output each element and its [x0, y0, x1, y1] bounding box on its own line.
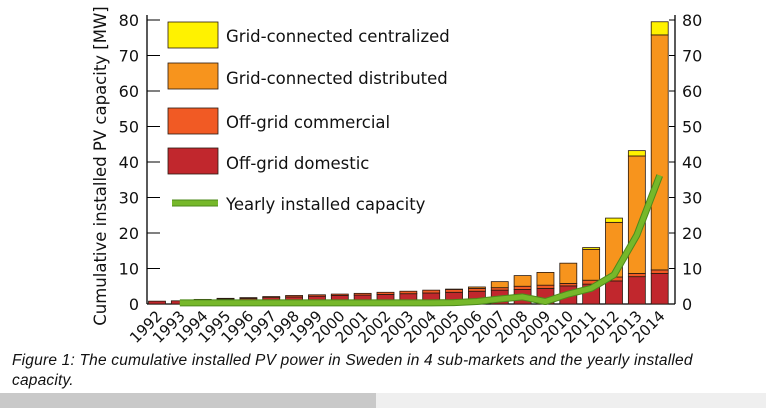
left-y-tick-label: 10	[119, 260, 139, 279]
bar-grid-connected-centralized-2014	[650, 21, 669, 36]
right-y-tick-label: 60	[682, 82, 702, 101]
left-y-tick-label: 40	[119, 153, 139, 172]
yearly-capacity-line	[179, 174, 663, 306]
bar-off-grid-commercial-2005	[445, 289, 463, 293]
legend-label: Grid-connected distributed	[226, 69, 448, 88]
scrollbar-track[interactable]	[376, 393, 766, 408]
left-y-tick-label: 30	[119, 189, 139, 208]
bar-off-grid-commercial-2003	[399, 290, 418, 295]
bar-off-grid-commercial-2001	[353, 292, 372, 296]
bar-off-grid-commercial-1999	[308, 294, 326, 297]
right-y-tick-label: 30	[682, 189, 702, 208]
figure-caption-line-1: Figure 1: The cumulative installed PV po…	[12, 352, 693, 369]
figure-caption-line-2: capacity.	[12, 372, 74, 389]
y-axis-label: Cumulative installed PV capacity [MW]	[91, 6, 110, 326]
bar-off-grid-domestic-2012	[605, 280, 623, 305]
bar-off-grid-domestic-1992	[148, 300, 166, 305]
bar-off-grid-commercial-2008	[513, 285, 532, 290]
bar-off-grid-commercial-2009	[536, 284, 555, 289]
legend-swatch-off-grid-domestic	[167, 147, 219, 175]
bar-off-grid-commercial-1996	[239, 297, 258, 299]
bar-grid-connected-centralized-2012	[605, 217, 623, 223]
bar-grid-connected-distributed-2011	[582, 248, 601, 281]
right-y-tick-label: 20	[682, 224, 702, 243]
bar-grid-connected-centralized-2011	[582, 247, 601, 250]
bar-grid-connected-distributed-2007	[490, 281, 509, 289]
bar-off-grid-commercial-2014	[650, 269, 669, 274]
right-y-tick-label: 40	[682, 153, 702, 172]
pv-capacity-chart: 0 10 20 30 40 50 60 70 80 0 10 20 30 40 50 60 70 80 Cumula…	[91, 6, 702, 347]
bar-off-grid-commercial-1995	[216, 297, 235, 300]
legend-swatch-grid-connected-centralized	[167, 21, 219, 49]
bar-off-grid-commercial-2004	[422, 289, 441, 294]
bar-off-grid-commercial-2002	[376, 291, 395, 295]
bar-grid-connected-distributed-2014	[650, 34, 669, 271]
left-y-tick-label: 80	[119, 11, 139, 30]
bar-grid-connected-distributed-2010	[559, 262, 578, 284]
legend-label: Off-grid domestic	[226, 154, 369, 173]
left-y-tick-label: 20	[119, 224, 139, 243]
right-y-tick-label: 10	[682, 260, 702, 279]
bar-grid-connected-distributed-2008	[513, 275, 532, 287]
left-y-tick-label: 70	[119, 47, 139, 66]
bar-off-grid-commercial-2013	[627, 273, 646, 278]
scrollbar-thumb[interactable]	[0, 393, 376, 408]
left-y-tick-label: 50	[119, 118, 139, 137]
legend-label: Yearly installed capacity	[225, 195, 426, 214]
right-y-tick-label: 50	[682, 118, 702, 137]
legend-label: Off-grid commercial	[226, 113, 390, 132]
left-y-tick-label: 0	[129, 295, 139, 314]
right-y-tick-label: 80	[682, 11, 702, 30]
bar-grid-connected-centralized-2013	[627, 150, 646, 157]
bar-off-grid-domestic-2014	[650, 273, 669, 305]
legend-swatch-off-grid-commercial	[167, 107, 219, 135]
legend-swatch-grid-connected-distributed	[167, 62, 219, 90]
right-y-tick-label: 0	[682, 295, 692, 314]
bar-off-grid-commercial-2000	[330, 293, 349, 296]
bar-off-grid-commercial-2006	[467, 287, 486, 292]
bar-grid-connected-distributed-2009	[536, 272, 555, 286]
legend-label: Grid-connected centralized	[226, 27, 450, 46]
left-y-tick-label: 60	[119, 82, 139, 101]
bar-off-grid-commercial-1998	[285, 295, 304, 298]
bar-off-grid-commercial-1997	[262, 296, 281, 299]
right-y-tick-label: 70	[682, 47, 702, 66]
bar-grid-connected-distributed-2006	[467, 286, 486, 289]
bar-off-grid-domestic-2013	[627, 276, 646, 305]
